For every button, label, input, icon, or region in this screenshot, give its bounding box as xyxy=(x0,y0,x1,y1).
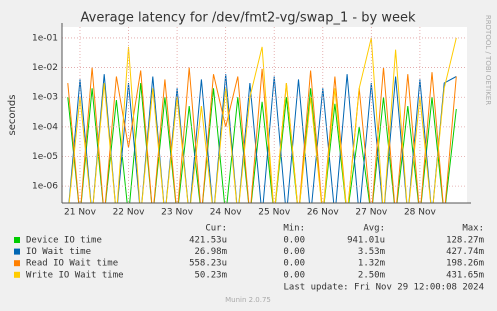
legend-header: Cur: xyxy=(205,224,227,234)
legend-stat: 421.53u xyxy=(189,236,227,246)
x-tick-label: 23 Nov xyxy=(161,208,194,218)
legend-stat: 50.23m xyxy=(194,270,227,280)
legend-stat: 0.00 xyxy=(283,259,305,269)
legend-stat: 0.00 xyxy=(283,247,305,257)
legend-label: Write IO Wait time xyxy=(26,270,124,280)
y-tick-label: 1e-06 xyxy=(32,182,58,192)
legend-swatch xyxy=(14,260,20,267)
x-tick-label: 27 Nov xyxy=(355,208,388,218)
legend-stat: 2.50m xyxy=(358,270,385,280)
y-tick-label: 1e-05 xyxy=(32,152,58,162)
series-line xyxy=(68,37,457,203)
footer: Munin 2.0.75 xyxy=(225,296,271,304)
legend-header: Avg: xyxy=(363,224,385,234)
legend-stat: 128.27m xyxy=(446,236,484,246)
x-tick-label: 24 Nov xyxy=(210,208,243,218)
legend-swatch xyxy=(14,237,20,243)
legend-stat: 0.00 xyxy=(283,236,305,246)
legend-label: Read IO Wait time xyxy=(26,259,118,269)
x-tick-label: 26 Nov xyxy=(307,208,340,218)
y-tick-label: 1e-01 xyxy=(32,33,58,43)
legend-header: Min: xyxy=(283,224,305,234)
x-tick-label: 28 Nov xyxy=(404,208,437,218)
legend-stat: 3.53m xyxy=(358,247,385,257)
y-tick-label: 1e-04 xyxy=(32,122,58,132)
series-line xyxy=(68,74,457,203)
legend-label: Device IO time xyxy=(26,236,102,246)
x-tick-label: 25 Nov xyxy=(258,208,291,218)
series-line xyxy=(67,67,457,203)
watermark: RRDTOOL / TOBI OETIKER xyxy=(484,15,492,105)
y-tick-label: 1e-03 xyxy=(32,93,58,103)
legend-label: IO Wait time xyxy=(26,247,91,257)
legend-stat: 26.98m xyxy=(194,247,227,257)
legend-swatch xyxy=(14,248,20,255)
legend-header: Max: xyxy=(462,224,484,234)
legend-stat: 1.32m xyxy=(358,259,385,269)
legend-stat: 431.65m xyxy=(446,270,484,280)
y-axis-label: seconds xyxy=(7,95,18,136)
legend-stat: 941.01u xyxy=(347,236,385,246)
x-tick-label: 21 Nov xyxy=(64,208,97,218)
last-update: Last update: Fri Nov 29 12:00:08 2024 xyxy=(284,283,484,293)
legend-stat: 198.26m xyxy=(446,259,484,269)
series-line xyxy=(67,83,457,203)
chart-title: Average latency for /dev/fmt2-vg/swap_1 … xyxy=(81,11,416,26)
legend-stat: 0.00 xyxy=(283,270,305,280)
y-tick-label: 1e-02 xyxy=(32,63,58,73)
x-tick-label: 22 Nov xyxy=(113,208,146,218)
legend-stat: 427.74m xyxy=(446,247,484,257)
legend-stat: 558.23u xyxy=(189,259,227,269)
legend-swatch xyxy=(14,271,20,278)
